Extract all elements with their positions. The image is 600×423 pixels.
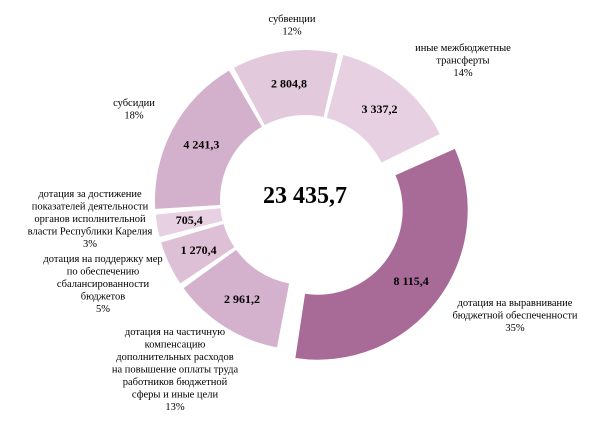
slice-category-label: иные межбюджетные трансферты 14% [415,43,511,79]
slice-2 [183,249,290,348]
slice-value-label: 1 270,4 [181,243,217,257]
slice-5 [155,70,262,209]
slice-6 [234,50,338,126]
slice-category-label: субвенции 12% [268,14,315,38]
slice-category-label: дотация на частичную компенсацию дополните… [112,327,239,413]
slice-7 [326,55,440,163]
slice-3 [161,224,235,284]
slice-category-labels: дотация на выравнивание бюджетной обеспеч… [28,14,578,413]
donut-slices [155,50,468,360]
slice-value-label: 2 961,2 [224,292,260,306]
slice-category-label: дотация на выравнивание бюджетной обеспеч… [452,298,577,334]
slice-4 [155,208,223,237]
slice-category-label: субсидии 18% [113,98,155,122]
slice-value-label: 705,4 [176,213,203,227]
slice-value-label: 2 804,8 [271,77,307,91]
slice-category-label: дотация за достижение показателей деятель… [28,189,153,250]
slice-value-label: 3 337,2 [362,102,398,116]
total-value: 23 435,7 [263,183,347,209]
slice-1 [295,148,468,360]
slice-value-label: 4 241,3 [183,138,219,152]
slice-category-label: дотация на поддержку мер по обеспечению сб… [43,254,162,315]
slice-value-labels: 8 115,4 2 961,2 1 270,4 705,4 4 241,3 2 804,8… [176,77,429,307]
slice-value-label: 8 115,4 [393,274,428,288]
